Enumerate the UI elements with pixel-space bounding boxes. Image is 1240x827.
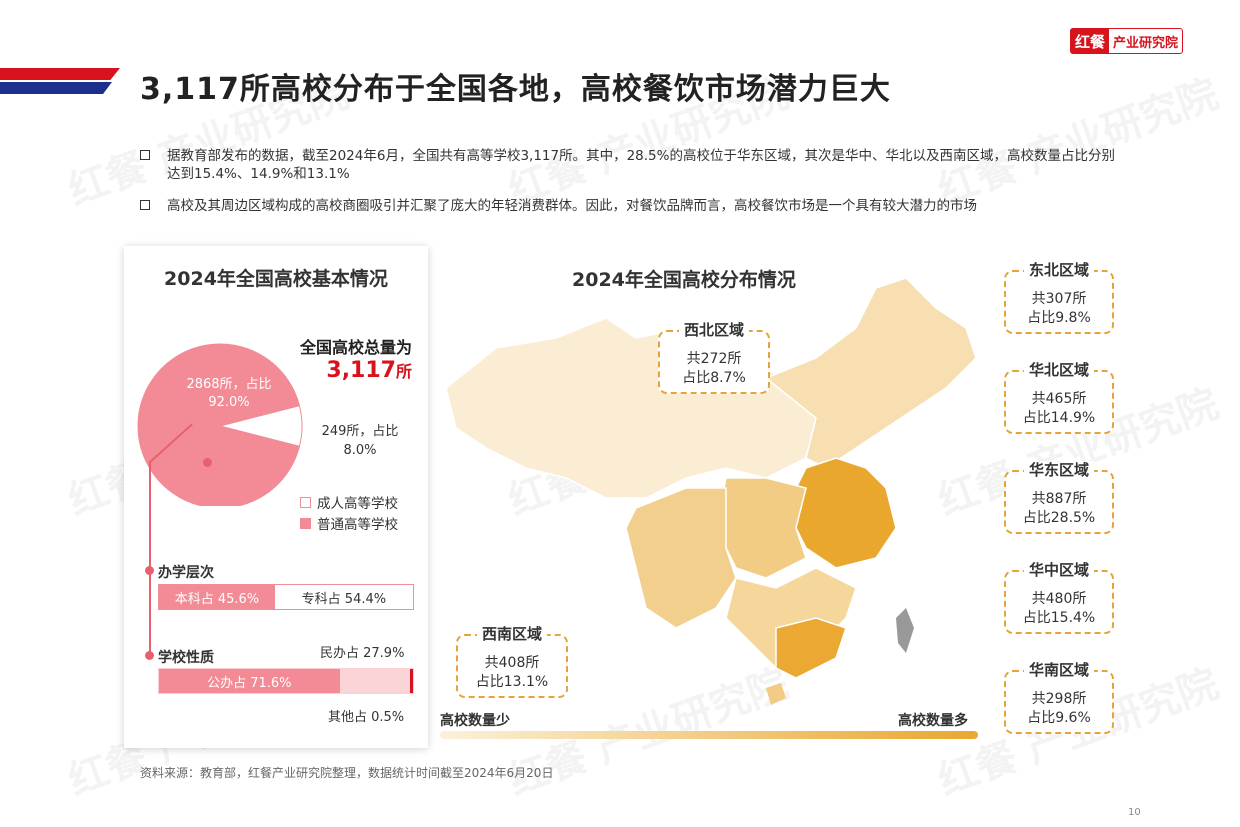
- bullet-2: 高校及其周边区域构成的高校商圈吸引并汇聚了庞大的年轻消费群体。因此，对餐饮品牌而…: [140, 197, 1120, 215]
- region-southwest-callout: 西南区域 共408所占比13.1%: [456, 625, 568, 698]
- level-segment-college: 专科占 54.4%: [274, 585, 413, 609]
- region-north-callout: 华北区域 共465所占比14.9%: [1004, 361, 1114, 434]
- total-unit: 所: [395, 362, 412, 381]
- nature-segment-private: [339, 669, 411, 693]
- region-south-callout: 华南区域 共298所占比9.6%: [1004, 661, 1114, 734]
- map-island-hainan: [766, 683, 786, 705]
- region-northeast-callout: 东北区域 共307所占比9.8%: [1004, 261, 1114, 334]
- watermark: 红餐 产业研究院: [932, 70, 1225, 215]
- map-region-southwest: [625, 487, 737, 629]
- connector-line: [149, 462, 151, 658]
- region-share: 占比8.7%: [682, 370, 746, 386]
- other-label: 其他占 0.5%: [328, 710, 405, 725]
- map-island-taiwan: [896, 608, 914, 653]
- level-segment-bachelor: 本科占 45.6%: [159, 585, 275, 609]
- region-central-callout: 华中区域 共480所占比15.4%: [1004, 561, 1114, 634]
- china-map: [445, 277, 977, 705]
- region-share: 占比9.6%: [1027, 710, 1091, 726]
- basic-info-card: 2024年全国高校基本情况 全国高校总量为 3,117所 2868所，占比 92…: [124, 246, 428, 748]
- map-region-guangdong: [775, 617, 847, 679]
- pie-label-regular: 2868所，占比 92.0%: [186, 377, 272, 410]
- region-name: 西北区域: [678, 321, 750, 340]
- region-share: 占比14.9%: [1022, 410, 1096, 426]
- nature-segment-other: [410, 669, 414, 693]
- region-share: 占比13.1%: [475, 674, 549, 690]
- brand-logo: 红餐 产业研究院: [1070, 28, 1184, 54]
- total-label: 全国高校总量为: [299, 338, 412, 357]
- header-accent-blue: [0, 82, 112, 94]
- region-share: 占比15.4%: [1022, 610, 1096, 626]
- bullet-text: 高校及其周边区域构成的高校商圈吸引并汇聚了庞大的年轻消费群体。因此，对餐饮品牌而…: [167, 198, 977, 214]
- region-share: 占比9.8%: [1027, 310, 1091, 326]
- total-number: 3,117: [326, 358, 396, 383]
- nature-segment-public: 公办占 71.6%: [159, 669, 340, 693]
- legend-swatch: [300, 496, 311, 508]
- region-count: 共465所: [1031, 391, 1087, 407]
- connector-dot: [145, 566, 154, 575]
- total-value: 3,117所: [326, 358, 412, 383]
- legend-regular: 普通高等学校: [300, 513, 398, 533]
- region-count: 共307所: [1031, 291, 1087, 307]
- region-count: 共887所: [1031, 491, 1087, 507]
- legend-label: 普通高等学校: [317, 517, 398, 533]
- private-label: 民办占 27.9%: [320, 646, 405, 661]
- source-note: 资料来源：教育部，红餐产业研究院整理，数据统计时间截至2024年6月20日: [140, 766, 554, 780]
- level-label: 办学层次: [158, 565, 214, 581]
- page-title: 3,117所高校分布于全国各地，高校餐饮市场潜力巨大: [140, 72, 891, 107]
- connector-dot: [145, 651, 154, 660]
- region-name: 华中区域: [1023, 561, 1095, 580]
- scale-low-label: 高校数量少: [440, 713, 510, 729]
- nature-label: 学校性质: [158, 650, 214, 666]
- region-name: 华东区域: [1023, 461, 1095, 480]
- legend-swatch: [300, 517, 311, 529]
- card-title: 2024年全国高校基本情况: [164, 268, 388, 290]
- legend-label: 成人高等学校: [317, 496, 398, 512]
- nature-bar: 公办占 71.6%: [158, 668, 414, 694]
- level-bar: 本科占 45.6% 专科占 54.4%: [158, 584, 414, 610]
- region-name: 东北区域: [1023, 261, 1095, 280]
- school-type-pie: [137, 343, 303, 506]
- scale-high-label: 高校数量多: [898, 713, 968, 729]
- region-name: 华北区域: [1023, 361, 1095, 380]
- pie-slice-regular: [137, 343, 301, 506]
- map-title: 2024年全国高校分布情况: [572, 269, 796, 291]
- region-count: 共408所: [484, 655, 540, 671]
- region-east-callout: 华东区域 共887所占比28.5%: [1004, 461, 1114, 534]
- region-name: 西南区域: [476, 625, 548, 644]
- legend-adult: 成人高等学校: [300, 492, 398, 512]
- region-count: 共298所: [1031, 691, 1087, 707]
- region-name: 华南区域: [1023, 661, 1095, 680]
- region-share: 占比28.5%: [1022, 510, 1096, 526]
- scale-gradient-bar: [440, 731, 978, 739]
- pie-label-adult: 249所，占比 8.0%: [321, 424, 399, 458]
- region-northwest-callout: 西北区域 共272所占比8.7%: [658, 321, 770, 394]
- bullet-square-icon: [140, 150, 150, 160]
- map-region-north: [764, 277, 977, 469]
- region-count: 共480所: [1031, 591, 1087, 607]
- connector-dot: [203, 458, 212, 467]
- logo-text: 产业研究院: [1113, 35, 1179, 51]
- bullet-square-icon: [140, 200, 150, 210]
- header-accent-red: [0, 68, 120, 80]
- logo-mark: 红餐: [1071, 29, 1110, 53]
- region-count: 共272所: [686, 351, 742, 367]
- bullet-text: 据教育部发布的数据，截至2024年6月，全国共有高等学校3,117所。其中，28…: [167, 148, 1115, 182]
- page-number: 10: [1128, 807, 1141, 818]
- bullet-1: 据教育部发布的数据，截至2024年6月，全国共有高等学校3,117所。其中，28…: [140, 147, 1120, 183]
